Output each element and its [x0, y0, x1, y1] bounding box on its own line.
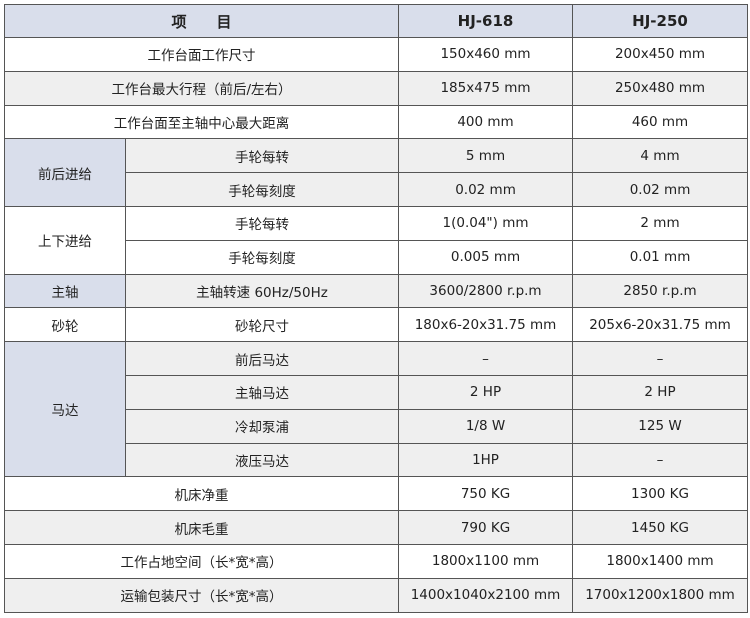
- value-hj250: 2850 r.p.m: [572, 273, 749, 309]
- table-row: 手轮每刻度 0.02 mm 0.02 mm: [4, 172, 749, 207]
- value-hj250: 1300 KG: [572, 476, 749, 512]
- value-hj250: –: [572, 341, 749, 376]
- row-label: 前后马达: [124, 341, 400, 376]
- row-label: 机床毛重: [3, 510, 400, 545]
- table-row: 冷却泵浦 1/8 W 125 W: [4, 408, 749, 444]
- row-label: 砂轮尺寸: [124, 307, 400, 343]
- table-row: 砂轮 砂轮尺寸 180x6-20x31.75 mm 205x6-20x31.75…: [4, 307, 749, 343]
- value-hj618: –: [398, 341, 574, 376]
- value-hj618: 1(0.04") mm: [398, 205, 574, 241]
- value-hj250: 4 mm: [572, 138, 749, 174]
- group-label: 上下进给: [4, 205, 126, 275]
- header-item: 项 目: [3, 4, 400, 38]
- table-row: 液压马达 1HP –: [4, 442, 749, 478]
- table-row: 工作台最大行程（前后/左右） 185x475 mm 250x480 mm: [3, 70, 749, 106]
- value-hj250: 2 HP: [572, 374, 749, 410]
- group-label: 主轴: [4, 273, 126, 309]
- value-hj618: 2 HP: [398, 374, 574, 410]
- table-row: 马达 前后马达 – –: [4, 341, 749, 478]
- table-row: 运输包装尺寸（长*宽*高） 1400x1040x2100 mm 1700x120…: [3, 577, 749, 613]
- value-hj250: 1450 KG: [572, 510, 749, 545]
- row-label: 工作台面至主轴中心最大距离: [3, 104, 400, 140]
- row-label: 冷却泵浦: [124, 408, 400, 444]
- value-hj618: 3600/2800 r.p.m: [398, 273, 574, 309]
- table-row: 上下进给 手轮每转 1(0.04") mm 2 mm: [4, 205, 749, 275]
- value-hj618: 150x460 mm: [398, 37, 574, 72]
- value-hj250: 2 mm: [572, 205, 749, 241]
- table-row: 工作占地空间（长*宽*高） 1800x1100 mm 1800x1400 mm: [3, 543, 749, 579]
- table-row: 主轴 主轴转速 60Hz/50Hz 3600/2800 r.p.m 2850 r…: [4, 273, 749, 309]
- row-label: 工作台最大行程（前后/左右）: [3, 70, 400, 106]
- value-hj618: 5 mm: [398, 138, 574, 174]
- value-hj250: 250x480 mm: [572, 70, 749, 106]
- header-model-1: HJ-618: [398, 4, 574, 38]
- table-row: 机床净重 750 KG 1300 KG: [3, 476, 749, 512]
- spec-table: 项 目 HJ-618 HJ-250 工作台面工作尺寸 150x460 mm 20…: [3, 4, 749, 613]
- table-row: 工作台面至主轴中心最大距离 400 mm 460 mm: [3, 104, 749, 140]
- value-hj250: –: [572, 442, 749, 478]
- row-label: 手轮每转: [124, 138, 400, 174]
- row-label: 机床净重: [3, 476, 400, 512]
- value-hj618: 185x475 mm: [398, 70, 574, 106]
- value-hj618: 1HP: [398, 442, 574, 478]
- table-row: 手轮每刻度 0.005 mm 0.01 mm: [4, 239, 749, 275]
- value-hj618: 1800x1100 mm: [398, 543, 574, 579]
- group-label: 马达: [4, 341, 126, 478]
- table-row: 前后进给 手轮每转 5 mm 4 mm: [4, 138, 749, 207]
- row-label: 手轮每刻度: [124, 239, 400, 275]
- row-label: 主轴马达: [124, 374, 400, 410]
- value-hj250: 0.02 mm: [572, 172, 749, 207]
- value-hj250: 460 mm: [572, 104, 749, 140]
- value-hj618: 1/8 W: [398, 408, 574, 444]
- value-hj250: 0.01 mm: [572, 239, 749, 275]
- row-label: 手轮每刻度: [124, 172, 400, 207]
- row-label: 手轮每转: [124, 205, 400, 241]
- row-label: 工作台面工作尺寸: [3, 37, 400, 72]
- row-label: 液压马达: [124, 442, 400, 478]
- value-hj250: 125 W: [572, 408, 749, 444]
- value-hj250: 1800x1400 mm: [572, 543, 749, 579]
- table-row: 机床毛重 790 KG 1450 KG: [3, 510, 749, 545]
- value-hj618: 750 KG: [398, 476, 574, 512]
- value-hj250: 200x450 mm: [572, 37, 749, 72]
- value-hj618: 180x6-20x31.75 mm: [398, 307, 574, 343]
- value-hj250: 205x6-20x31.75 mm: [572, 307, 749, 343]
- value-hj618: 1400x1040x2100 mm: [398, 577, 574, 613]
- header-model-2: HJ-250: [572, 4, 749, 38]
- row-label: 工作占地空间（长*宽*高）: [3, 543, 400, 579]
- value-hj250: 1700x1200x1800 mm: [572, 577, 749, 613]
- group-label: 前后进给: [4, 138, 126, 207]
- table-row: 工作台面工作尺寸 150x460 mm 200x450 mm: [3, 37, 749, 72]
- row-label: 运输包装尺寸（长*宽*高）: [3, 577, 400, 613]
- value-hj618: 0.005 mm: [398, 239, 574, 275]
- row-label: 主轴转速 60Hz/50Hz: [124, 273, 400, 309]
- value-hj618: 400 mm: [398, 104, 574, 140]
- value-hj618: 790 KG: [398, 510, 574, 545]
- table-row: 主轴马达 2 HP 2 HP: [4, 374, 749, 410]
- header-row: 项 目 HJ-618 HJ-250: [3, 4, 749, 38]
- group-label: 砂轮: [4, 307, 126, 343]
- value-hj618: 0.02 mm: [398, 172, 574, 207]
